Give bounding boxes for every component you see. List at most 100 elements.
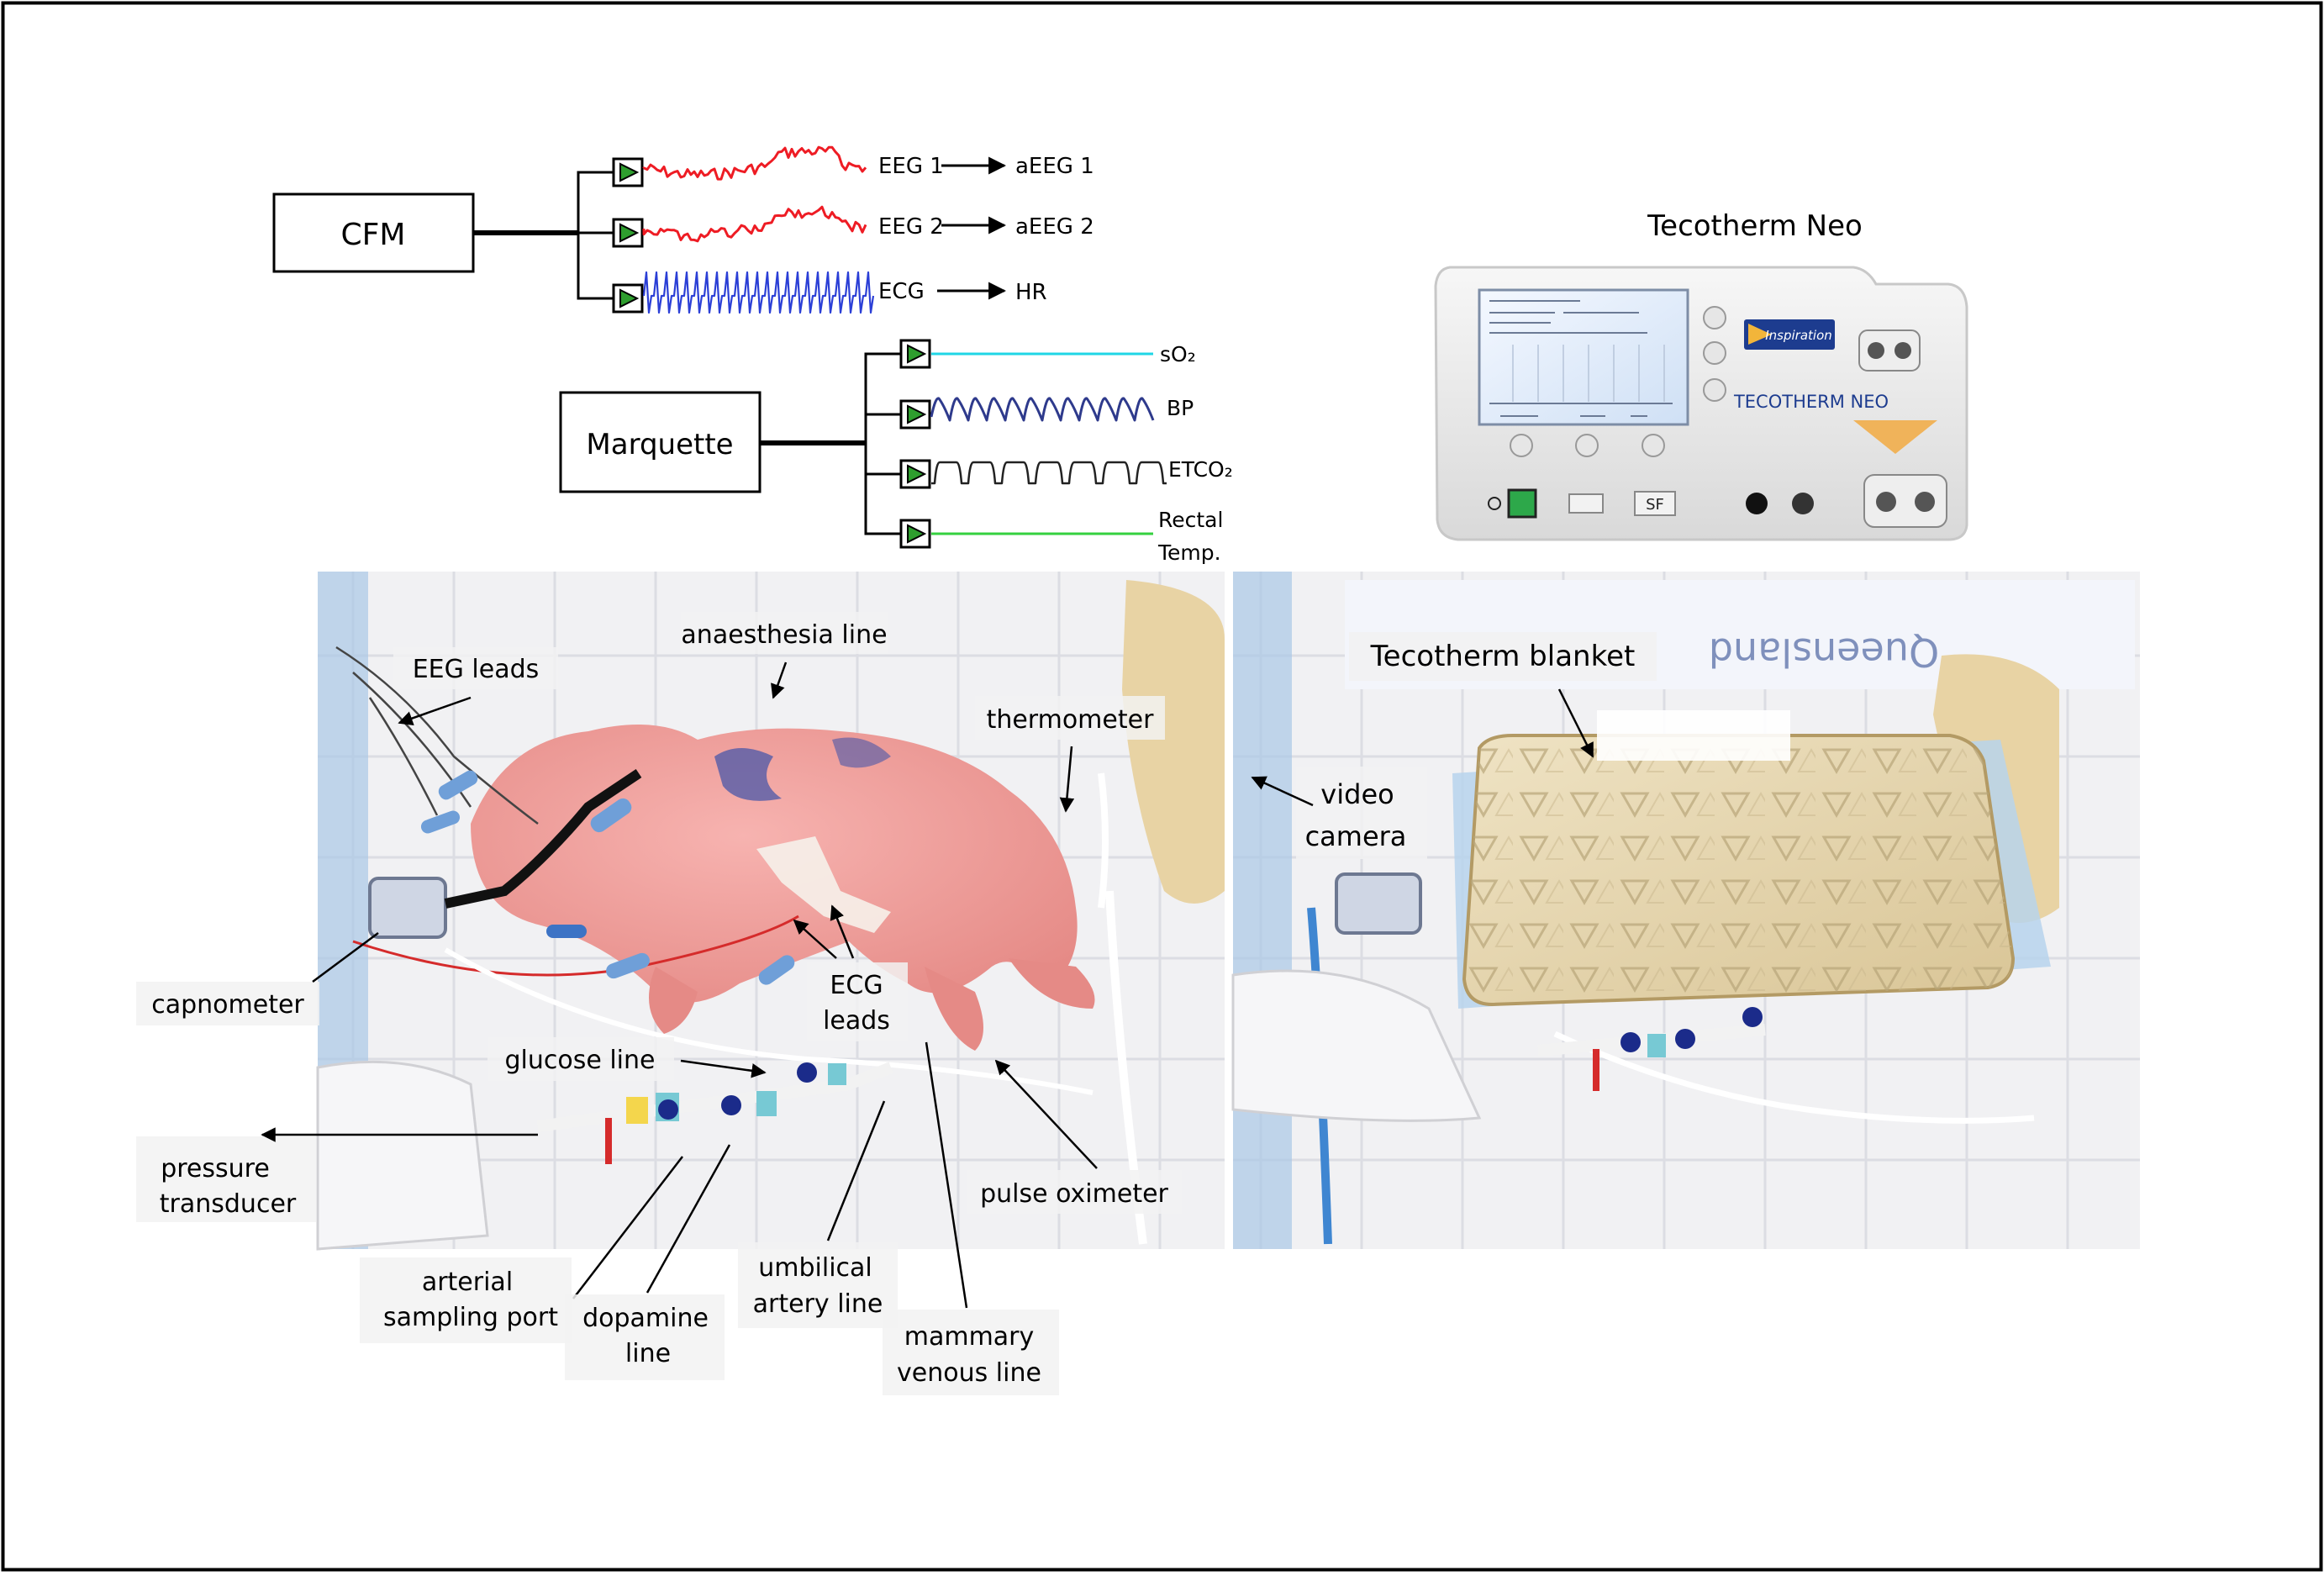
soft-button-1[interactable]	[1510, 434, 1533, 457]
right-labels: Tecotherm blanket video camera	[1251, 632, 1657, 859]
video-camera-box	[1296, 767, 1427, 859]
cable-white-1	[444, 947, 1093, 1095]
port-socket-b	[1895, 342, 1911, 359]
dopamine-box	[565, 1294, 725, 1380]
port-socket-d	[1915, 492, 1935, 512]
arrow-blanket	[1557, 688, 1594, 758]
tape	[756, 836, 891, 933]
amp-eeg1-icon	[612, 157, 644, 187]
arrow-anaesthesia	[771, 661, 788, 699]
signal-waveforms	[642, 145, 1167, 535]
sensor-jack-s[interactable]	[1746, 493, 1768, 514]
power-button[interactable]	[1507, 488, 1537, 519]
amplifier-symbols	[612, 157, 931, 549]
label-hr: HR	[1015, 280, 1047, 305]
anaesthesia-box	[681, 612, 888, 654]
thermometer-box	[975, 696, 1165, 740]
pointer-mammary	[925, 1041, 968, 1309]
label-aeeg2: aEEG 2	[1015, 214, 1094, 240]
alarm-button[interactable]	[1568, 493, 1604, 514]
ecg-waveform	[642, 271, 875, 314]
label-ecg-leads-2: leads	[823, 1006, 890, 1036]
label-umbilical-1: umbilical	[758, 1253, 872, 1283]
amp-so2-icon	[899, 339, 931, 369]
pointer-umbilical	[826, 1100, 886, 1241]
label-anaesthesia-line: anaesthesia line	[681, 620, 887, 650]
pillow-bottom	[316, 1060, 489, 1251]
umbilical-box	[738, 1242, 898, 1328]
label-capnometer: capnometer	[151, 990, 304, 1020]
cfm-group: CFM	[272, 171, 614, 300]
label-pressure-2: transducer	[160, 1189, 297, 1219]
sensor-jack-r[interactable]	[1792, 493, 1814, 514]
photo-right: Queensland	[1231, 572, 2140, 1249]
mammary-box	[883, 1310, 1059, 1395]
soft-button-2[interactable]	[1575, 434, 1599, 457]
eeg2-waveform	[642, 205, 867, 243]
piglet-blue-marking-2	[832, 737, 891, 768]
side-button-3[interactable]	[1703, 378, 1726, 402]
label-tecotherm-blanket: Tecotherm blanket	[1370, 640, 1636, 673]
eeg1-waveform	[642, 145, 867, 181]
pointer-dopamine	[646, 1144, 731, 1294]
cable-white-3	[1098, 772, 1109, 909]
capnometer-right	[1335, 872, 1422, 935]
piglet-leg-hind-2	[925, 967, 983, 1051]
piglet-leg-hind	[1009, 958, 1095, 1009]
cfm-label: CFM	[341, 218, 406, 252]
marquette-label: Marquette	[586, 428, 733, 461]
stopcocks	[605, 1062, 846, 1164]
label-dopamine-1: dopamine	[582, 1304, 709, 1333]
arrow-ecg-2	[830, 904, 855, 959]
piglet-blue-marking	[714, 748, 782, 801]
stopcocks-right	[1593, 1007, 1763, 1091]
tecotherm-device: Inspiration TECOTHERM NEO SF	[1434, 266, 1968, 541]
arrow-eeg-leads	[398, 696, 472, 726]
label-rectal: Rectal	[1158, 508, 1223, 532]
blanket-texture	[1464, 735, 2013, 1004]
bottom-connector-port	[1863, 474, 1947, 528]
white-sheet	[1597, 710, 1790, 761]
screen-grid	[1512, 345, 1665, 402]
label-thermometer: thermometer	[987, 705, 1155, 735]
pressure-box	[136, 1136, 316, 1222]
ecg-leads-box	[807, 962, 908, 1041]
marquette-bracket	[864, 352, 901, 535]
sf-button[interactable]	[1634, 491, 1676, 516]
label-bp: BP	[1167, 396, 1194, 420]
label-arterial-1: arterial	[422, 1268, 513, 1297]
arrow-pulse-ox	[994, 1059, 1098, 1169]
amp-temp-icon	[899, 519, 931, 549]
glucose-box	[487, 1037, 674, 1081]
label-etco2: ETCO₂	[1168, 457, 1233, 482]
label-eeg2: EEG 2	[878, 214, 944, 240]
amp-ecg-icon	[612, 283, 644, 314]
pointer-capnometer	[312, 931, 379, 983]
label-video-1: video	[1320, 778, 1394, 810]
arrow-thermometer	[1059, 746, 1075, 813]
side-button-1[interactable]	[1703, 306, 1726, 329]
arterial-box	[360, 1257, 572, 1343]
label-umbilical-2: artery line	[753, 1289, 883, 1319]
side-button-2[interactable]	[1703, 341, 1726, 365]
pointer-arterial	[572, 1156, 683, 1299]
label-pulse-oximeter: pulse oximeter	[980, 1179, 1168, 1209]
model-name: TECOTHERM NEO	[1733, 392, 1889, 412]
arrow-ecg-1	[793, 919, 837, 959]
pillow-bottom-right	[1231, 969, 1482, 1122]
marquette-group: Marquette	[559, 352, 901, 535]
label-aeeg1: aEEG 1	[1015, 154, 1094, 179]
arrow-video-camera	[1251, 776, 1314, 807]
label-so2: sO₂	[1160, 342, 1196, 366]
amp-eeg2-icon	[612, 218, 644, 248]
soft-button-3[interactable]	[1642, 434, 1665, 457]
amp-bp-icon	[899, 399, 931, 430]
orange-triangle-icon	[1853, 420, 1937, 454]
sheet-brand: Queensland	[1709, 630, 1939, 675]
left-labels: EEG leads anaesthesia line thermometer c…	[136, 612, 1182, 1395]
label-glucose-line: glucose line	[504, 1046, 655, 1075]
brand-swoosh-icon	[1748, 324, 1772, 345]
top-connector-port	[1858, 329, 1921, 372]
